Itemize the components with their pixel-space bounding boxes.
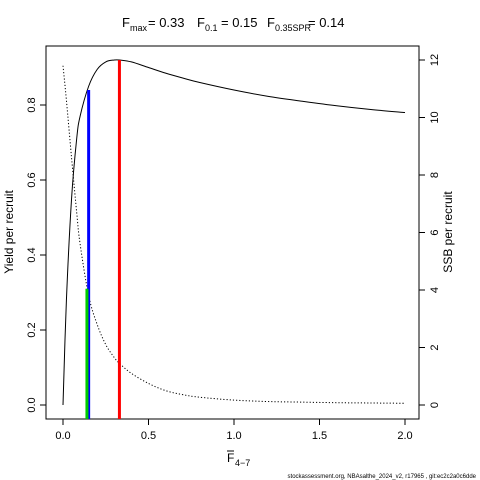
x-axis-label: F 4−7	[227, 450, 250, 468]
title-f035-label: F	[267, 15, 275, 30]
x-tick-label: 1.5	[312, 430, 327, 442]
title-fmax-value: = 0.33	[148, 15, 185, 30]
x-tick-label: 2.0	[397, 430, 412, 442]
x-axis-label-sub: 4−7	[235, 458, 250, 468]
y-axis-right: 0 2 4 6 8 10 12	[419, 54, 441, 408]
title-fmax-sub: max	[130, 23, 148, 33]
x-tick-label: 0.0	[55, 430, 70, 442]
y2-tick-label: 2	[429, 344, 441, 350]
y-tick-label: 0.4	[26, 247, 38, 262]
x-tick-label: 0.5	[141, 430, 156, 442]
y-tick-label: 0.6	[26, 172, 38, 187]
title-f01-label: F	[197, 15, 205, 30]
y-axis-label-left: Yield per recruit	[2, 190, 16, 274]
y2-tick-label: 4	[429, 287, 441, 293]
y2-tick-label: 6	[429, 229, 441, 235]
y-tick-label: 0.2	[26, 322, 38, 337]
x-tick-label: 1.0	[226, 430, 241, 442]
reference-lines	[85, 60, 121, 419]
yield-per-recruit-line	[62, 59, 406, 406]
y2-tick-label: 0	[429, 402, 441, 408]
y2-tick-label: 12	[429, 54, 441, 66]
ssb-per-recruit-line	[62, 65, 406, 404]
y-tick-label: 0.8	[26, 97, 38, 112]
series-layer	[62, 59, 406, 406]
x-axis: 0.0 0.5 1.0 1.5 2.0	[55, 419, 413, 442]
footer-source: stockassessment.org, NBAsalthe_2024_v2, …	[288, 474, 477, 480]
title-f035-sub: 0.35SPR	[275, 23, 312, 33]
plot-frame	[45, 45, 420, 420]
title-f01-value: = 0.15	[221, 15, 258, 30]
y2-tick-label: 10	[429, 111, 441, 123]
y2-tick-label: 8	[429, 172, 441, 178]
title-f01-sub: 0.1	[205, 23, 218, 33]
y-tick-label: 0.0	[26, 397, 38, 412]
chart-title: F max = 0.33 F 0.1 = 0.15 F 0.35SPR = 0.…	[122, 15, 345, 33]
y-axis-left: 0.0 0.2 0.4 0.6 0.8	[26, 97, 46, 413]
x-axis-label-main: F	[227, 451, 234, 465]
title-fmax-label: F	[122, 15, 130, 30]
y-axis-label-right: SSB per recruit	[441, 191, 455, 273]
title-f035-value: = 0.14	[308, 15, 345, 30]
